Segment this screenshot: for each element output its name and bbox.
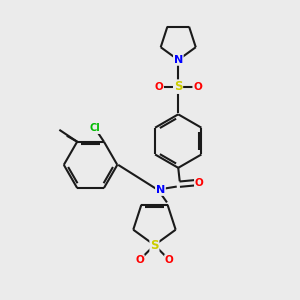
Text: O: O xyxy=(154,82,163,92)
Text: N: N xyxy=(174,55,183,65)
Text: S: S xyxy=(150,238,159,252)
Text: O: O xyxy=(154,82,163,92)
Text: S: S xyxy=(174,80,182,93)
Text: S: S xyxy=(174,80,182,93)
Text: O: O xyxy=(135,255,144,265)
Text: O: O xyxy=(193,82,202,92)
Text: N: N xyxy=(174,55,183,65)
Text: O: O xyxy=(165,255,174,265)
Text: O: O xyxy=(195,178,203,188)
Text: N: N xyxy=(156,185,165,195)
Text: O: O xyxy=(193,82,202,92)
Text: S: S xyxy=(150,238,159,252)
Text: O: O xyxy=(135,255,144,265)
Text: O: O xyxy=(165,255,174,265)
Text: N: N xyxy=(156,185,165,195)
Text: O: O xyxy=(195,178,203,188)
Text: Cl: Cl xyxy=(90,123,101,133)
Text: Cl: Cl xyxy=(90,123,101,133)
